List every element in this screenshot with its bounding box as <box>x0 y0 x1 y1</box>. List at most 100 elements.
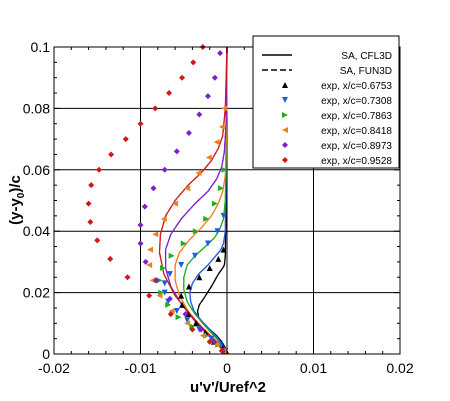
exp-point <box>211 338 218 345</box>
y-tick-label: 0.04 <box>23 223 50 239</box>
exp-markers <box>85 44 230 354</box>
exp-point <box>153 277 160 284</box>
exp-point <box>159 265 166 272</box>
x-tick-label: 0.02 <box>386 360 413 376</box>
exp-point <box>107 255 114 262</box>
legend-item: exp, x/c=0.6753 <box>282 81 392 92</box>
legend-marker <box>282 82 288 88</box>
exp-point <box>195 169 202 176</box>
exp-series-0.7308 <box>161 212 229 354</box>
exp-point <box>189 323 196 330</box>
exp-point <box>203 215 210 222</box>
exp-point <box>215 255 222 262</box>
legend-box <box>252 35 400 169</box>
exp-point <box>211 74 218 81</box>
exp-series-0.8973 <box>137 50 226 354</box>
exp-point <box>149 277 156 284</box>
exp-point <box>161 166 168 173</box>
exp-point <box>150 185 157 192</box>
exp-point <box>221 105 228 112</box>
exp-point <box>172 200 179 207</box>
exp-point <box>205 154 212 161</box>
exp-point <box>173 148 180 155</box>
exp-point <box>192 320 199 327</box>
exp-point <box>199 332 206 339</box>
exp-point <box>204 240 211 247</box>
legend-item: exp, x/c=0.7308 <box>282 96 392 107</box>
exp-point <box>160 215 167 222</box>
exp-point <box>146 261 153 268</box>
exp-point <box>141 203 148 210</box>
exp-point <box>165 301 172 308</box>
legend-item: SA, FUN3D <box>262 66 392 77</box>
exp-point <box>179 74 186 81</box>
legend-label: exp, x/c=0.8418 <box>321 126 392 137</box>
exp-point <box>85 200 92 207</box>
legend-marker <box>282 97 288 103</box>
y-tick-label: 0.02 <box>23 285 50 301</box>
exp-point <box>190 59 197 66</box>
exp-point <box>161 280 168 287</box>
legend-marker <box>282 112 288 118</box>
legend-label: exp, x/c=0.7308 <box>321 96 392 107</box>
exp-point <box>213 341 220 348</box>
exp-point <box>142 258 149 265</box>
exp-point <box>196 274 203 281</box>
exp-point <box>178 292 185 299</box>
exp-point <box>137 240 144 247</box>
legend-item: exp, x/c=0.9528 <box>282 156 392 167</box>
exp-point <box>206 265 213 272</box>
exp-point <box>218 123 225 130</box>
exp-point <box>185 129 192 136</box>
exp-point <box>152 105 159 112</box>
legend-marker <box>282 127 288 133</box>
exp-point <box>88 182 95 189</box>
legend-label: exp, x/c=0.7863 <box>321 111 392 122</box>
exp-point <box>185 283 192 290</box>
exp-point <box>137 120 144 127</box>
x-tick-label: 0 <box>223 360 231 376</box>
exp-point <box>217 185 224 192</box>
exp-point <box>214 228 221 235</box>
y-axis-title-part-2: )/c <box>7 175 24 193</box>
exp-point <box>180 240 187 247</box>
exp-point <box>108 151 115 158</box>
exp-point <box>189 326 196 333</box>
fun3d-line-0.6753 <box>197 46 228 355</box>
exp-point <box>167 311 174 318</box>
exp-point <box>173 308 180 315</box>
exp-point <box>220 212 227 219</box>
exp-point <box>168 252 175 259</box>
exp-point <box>206 338 213 345</box>
exp-point <box>220 246 227 253</box>
exp-point <box>184 185 191 192</box>
y-axis-title-part-1: (y-y <box>7 198 24 225</box>
exp-point <box>147 246 154 253</box>
exp-point <box>166 271 173 278</box>
exp-point <box>166 90 173 97</box>
exp-point <box>213 139 220 146</box>
exp-point <box>204 93 211 100</box>
legend-item: exp, x/c=0.8973 <box>282 141 392 152</box>
y-axis-title-subscript: 0 <box>16 192 27 198</box>
exp-point <box>122 136 129 143</box>
exp-point <box>175 314 182 321</box>
exp-point <box>221 166 228 173</box>
exp-series-0.9528 <box>85 44 225 354</box>
x-tick-label: -0.02 <box>38 360 70 376</box>
legend-marker <box>282 157 288 163</box>
exp-point <box>191 252 198 259</box>
exp-point <box>161 289 168 296</box>
exp-point <box>218 347 225 354</box>
fun3d-line-0.7308 <box>189 46 228 355</box>
exp-point <box>87 218 94 225</box>
exp-point <box>198 326 205 333</box>
exp-point <box>211 200 218 207</box>
legend-label: exp, x/c=0.8973 <box>321 141 392 152</box>
exp-point <box>178 261 185 268</box>
legend-label: SA, CFL3D <box>341 51 392 62</box>
exp-point <box>166 295 173 302</box>
exp-point <box>95 166 102 173</box>
legend-label: exp, x/c=0.9528 <box>321 156 392 167</box>
